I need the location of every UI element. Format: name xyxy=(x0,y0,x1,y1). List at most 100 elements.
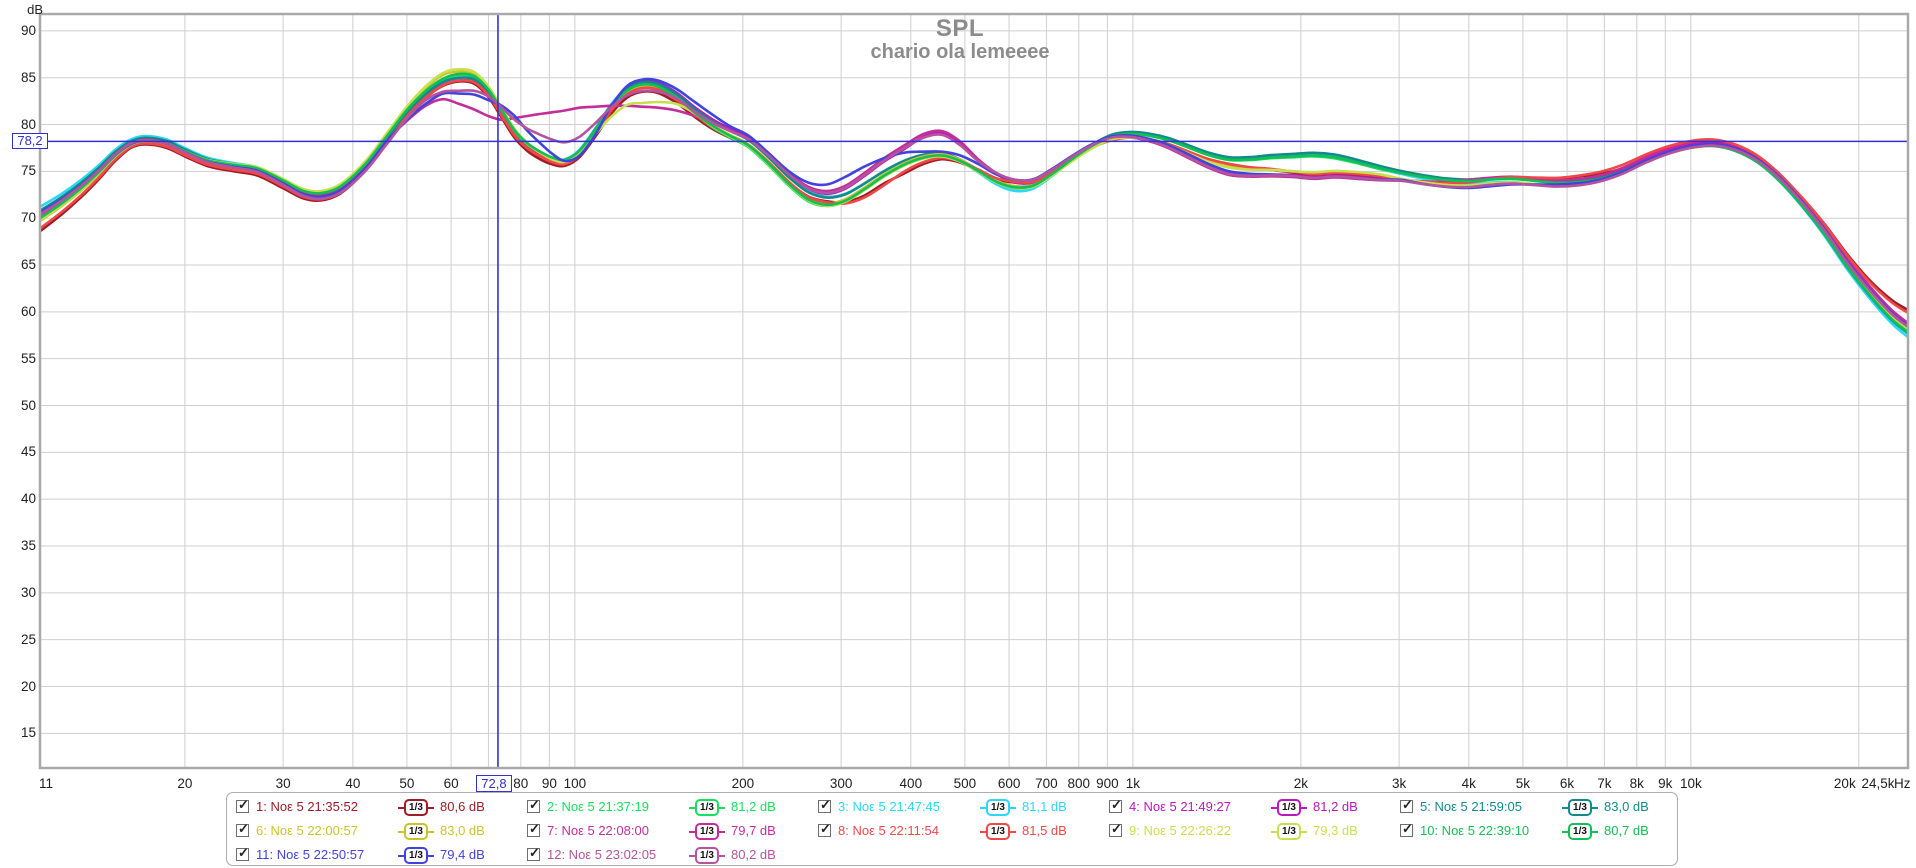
legend-trace-label-11[interactable]: 11: Νοε 5 22:50:57 xyxy=(256,847,365,862)
trace-7[interactable] xyxy=(40,97,1908,325)
trace-line-stub xyxy=(980,830,987,833)
x-tick-label: 20 xyxy=(177,776,193,791)
trace-3[interactable] xyxy=(40,76,1908,339)
y-tick-label: 30 xyxy=(20,584,36,600)
legend-entry-7: ✓ 7: Νοε 5 22:08:00 1/3 79,7 dB xyxy=(525,820,816,843)
legend-trace-label-12[interactable]: 12: Νοε 5 23:02:05 xyxy=(547,847,657,862)
y-tick-label: 35 xyxy=(20,538,36,553)
smoothing-value: 1/3 xyxy=(1277,823,1301,840)
trace-line-stub xyxy=(1591,806,1598,809)
legend-trace-label-6[interactable]: 6: Νοε 5 22:00:57 xyxy=(256,823,358,838)
gridlines xyxy=(40,14,1908,768)
x-tick-label: 200 xyxy=(731,776,755,791)
legend-trace-label-10[interactable]: 10: Νοε 5 22:39:10 xyxy=(1420,823,1530,838)
smoothing-badge-3: 1/3 xyxy=(972,796,1024,819)
legend-trace-label-2[interactable]: 2: Νοε 5 21:37:19 xyxy=(547,799,649,814)
x-tick-label: 24,5k xyxy=(1861,776,1895,791)
legend-trace-label-1[interactable]: 1: Νοε 5 21:35:52 xyxy=(256,799,358,814)
smoothing-badge-5: 1/3 xyxy=(1554,796,1606,819)
legend-checkbox-10[interactable]: ✓ xyxy=(1400,822,1413,837)
smoothing-badge-8: 1/3 xyxy=(972,820,1024,843)
legend-trace-label-3[interactable]: 3: Νοε 5 21:47:45 xyxy=(838,799,940,814)
trace-10[interactable] xyxy=(40,72,1908,334)
x-tick-label: 10k xyxy=(1679,776,1702,791)
smoothing-badge-11: 1/3 xyxy=(390,844,442,867)
smoothing-value: 1/3 xyxy=(695,799,719,816)
legend-checkbox-12[interactable]: ✓ xyxy=(527,846,540,861)
legend-entry-6: ✓ 6: Νοε 5 22:00:57 1/3 83,0 dB xyxy=(234,820,525,843)
y-tick-label: 85 xyxy=(20,69,36,85)
y-tick-label: 70 xyxy=(20,210,36,226)
trace-5[interactable] xyxy=(40,76,1908,335)
trace-line-stub xyxy=(427,806,434,809)
legend-checkbox-4[interactable]: ✓ xyxy=(1109,798,1122,813)
trace-4[interactable] xyxy=(40,78,1908,327)
trace-line-stub xyxy=(1562,806,1569,809)
trace-line-stub xyxy=(718,854,725,857)
smoothing-value: 1/3 xyxy=(1568,799,1592,816)
legend-checkbox-2[interactable]: ✓ xyxy=(527,798,540,813)
traces xyxy=(40,67,1908,339)
x-tick-label: 80 xyxy=(513,776,529,791)
legend-level-6: 83,0 dB xyxy=(440,823,485,838)
trace-line-stub xyxy=(689,806,696,809)
legend-checkbox-9[interactable]: ✓ xyxy=(1109,822,1122,837)
legend-trace-label-5[interactable]: 5: Νοε 5 21:59:05 xyxy=(1420,799,1522,814)
trace-line-stub xyxy=(398,830,405,833)
chart-title: SPL xyxy=(935,15,985,42)
smoothing-badge-12: 1/3 xyxy=(681,844,733,867)
legend-trace-label-7[interactable]: 7: Νοε 5 22:08:00 xyxy=(547,823,649,838)
legend-entry-8: ✓ 8: Νοε 5 22:11:54 1/3 81,5 dB xyxy=(816,820,1107,843)
legend-level-2: 81,2 dB xyxy=(731,799,776,814)
smoothing-value: 1/3 xyxy=(404,823,428,840)
legend-trace-label-9[interactable]: 9: Νοε 5 22:26:22 xyxy=(1129,823,1231,838)
trace-line-stub xyxy=(1009,806,1016,809)
legend-box: ✓ 1: Νοε 5 21:35:52 1/3 80,6 dB ✓ 2: Νοε 5 21… xyxy=(226,792,1678,866)
x-tick-label: 11 xyxy=(38,776,53,791)
trace-line-stub xyxy=(689,854,696,857)
legend-trace-label-8[interactable]: 8: Νοε 5 22:11:54 xyxy=(838,823,939,838)
smoothing-badge-9: 1/3 xyxy=(1263,820,1315,843)
trace-11[interactable] xyxy=(40,77,1908,328)
legend-checkbox-7[interactable]: ✓ xyxy=(527,822,540,837)
trace-line-stub xyxy=(1300,806,1307,809)
x-tick-label: 5k xyxy=(1515,776,1530,791)
x-tick-label: 100 xyxy=(563,776,587,791)
legend-level-11: 79,4 dB xyxy=(440,847,485,862)
smoothing-badge-6: 1/3 xyxy=(390,820,442,843)
trace-2[interactable] xyxy=(40,73,1908,332)
legend-checkbox-5[interactable]: ✓ xyxy=(1400,798,1413,813)
legend-checkbox-8[interactable]: ✓ xyxy=(818,822,831,837)
x-tick-label: 4k xyxy=(1461,776,1476,791)
legend-checkbox-11[interactable]: ✓ xyxy=(236,846,249,861)
y-tick-label: 25 xyxy=(20,631,36,647)
x-tick-label: 7k xyxy=(1597,776,1612,791)
y-tick-label: 15 xyxy=(20,725,36,741)
trace-line-stub xyxy=(1591,830,1598,833)
x-tick-label: 40 xyxy=(345,776,361,791)
trace-line-stub xyxy=(1009,830,1016,833)
trace-line-stub xyxy=(1271,830,1278,833)
legend-entry-5: ✓ 5: Νοε 5 21:59:05 1/3 83,0 dB xyxy=(1398,796,1689,819)
legend-trace-label-4[interactable]: 4: Νοε 5 21:49:27 xyxy=(1129,799,1231,814)
legend-checkbox-1[interactable]: ✓ xyxy=(236,798,249,813)
legend-level-1: 80,6 dB xyxy=(440,799,485,814)
x-tick-label: 900 xyxy=(1096,776,1119,791)
trace-12[interactable] xyxy=(40,89,1908,329)
legend-entry-9: ✓ 9: Νοε 5 22:26:22 1/3 79,3 dB xyxy=(1107,820,1398,843)
legend-level-3: 81,1 dB xyxy=(1022,799,1067,814)
legend-level-7: 79,7 dB xyxy=(731,823,776,838)
smoothing-value: 1/3 xyxy=(986,823,1010,840)
legend-checkbox-3[interactable]: ✓ xyxy=(818,798,831,813)
smoothing-badge-4: 1/3 xyxy=(1263,796,1315,819)
smoothing-value: 1/3 xyxy=(1568,823,1592,840)
legend-checkbox-6[interactable]: ✓ xyxy=(236,822,249,837)
trace-line-stub xyxy=(427,830,434,833)
legend-entry-12: ✓ 12: Νοε 5 23:02:05 1/3 80,2 dB xyxy=(525,844,816,867)
y-tick-label: 65 xyxy=(20,257,36,273)
x-tick-label: 3k xyxy=(1391,776,1407,791)
y-tick-label: 75 xyxy=(20,163,36,179)
trace-line-stub xyxy=(718,806,725,809)
crosshair xyxy=(40,14,1908,768)
